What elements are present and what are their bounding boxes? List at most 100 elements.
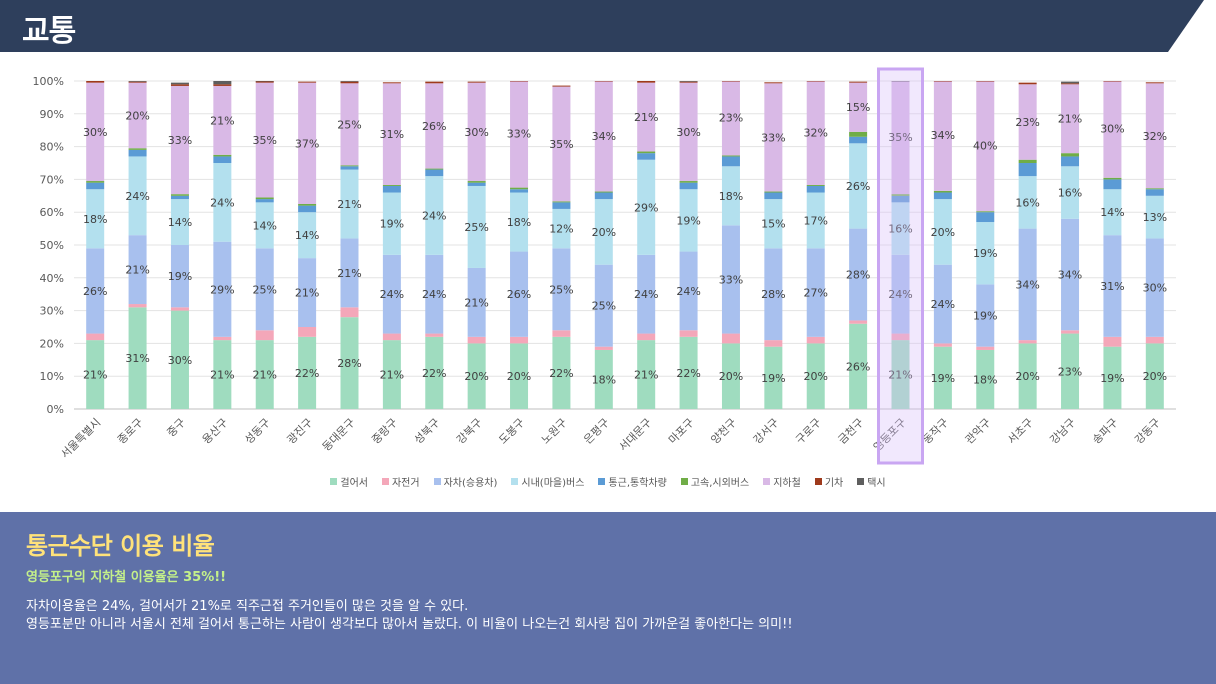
bar-segment (849, 81, 868, 83)
bar-segment (467, 267, 486, 337)
data-label: 14% (295, 229, 319, 242)
bar-segment (1018, 84, 1037, 160)
data-label: 22% (549, 367, 573, 380)
bar-segment (1061, 333, 1080, 409)
bar-segment (764, 192, 783, 200)
bar-segment (425, 336, 444, 409)
bar-segment (298, 212, 317, 259)
data-label: 21% (337, 198, 361, 211)
bar-segment (849, 82, 868, 132)
bar-segment (552, 85, 571, 87)
summary-line-2: 영등포분만 아니라 서울시 전체 걸어서 통근하는 사람이 생각보다 많아서 놀… (26, 617, 793, 632)
bar-segment (679, 182, 698, 190)
data-label: 24% (422, 288, 446, 301)
bar-segment (467, 181, 486, 183)
data-label: 18% (507, 216, 531, 229)
legend-label: 기차 (824, 477, 844, 489)
bar-segment (382, 254, 401, 334)
summary-panel: 통근수단 이용 비율 영등포구의 지하철 이용율은 35%!! 자차이용율은 2… (0, 512, 1216, 684)
bar-segment (425, 169, 444, 177)
data-label: 28% (337, 357, 361, 370)
y-tick-label: 30% (40, 305, 64, 318)
y-tick-label: 60% (40, 206, 64, 219)
bar-segment (933, 81, 952, 191)
bar-segment (298, 204, 317, 206)
data-label: 26% (846, 360, 870, 373)
x-tick-label: 동대문구 (320, 416, 358, 454)
bar-segment (255, 82, 274, 198)
data-label: 33% (761, 131, 785, 144)
bar-segment (594, 81, 613, 82)
bar-segment (891, 195, 910, 203)
bar-segment (1145, 82, 1164, 84)
legend-swatch (763, 477, 771, 485)
bar-segment (721, 81, 740, 82)
bar-segment (510, 81, 529, 82)
data-label: 26% (846, 180, 870, 193)
bar-segment (806, 184, 825, 186)
data-label: 40% (973, 140, 997, 153)
bar-segment (340, 81, 359, 82)
data-label: 21% (1058, 113, 1082, 126)
bar-segment (467, 81, 486, 83)
bar-segment (1018, 159, 1037, 163)
bar-segment (340, 81, 359, 84)
bar-segment (679, 82, 698, 182)
legend-item: 기차 (814, 474, 844, 489)
bar-segment (86, 81, 105, 83)
legend-swatch (381, 477, 389, 485)
bar-segment (1103, 179, 1122, 190)
legend-item: 지하철 (763, 474, 801, 489)
data-label: 21% (337, 267, 361, 280)
bar-segment (382, 185, 401, 193)
bar-segment (637, 340, 656, 409)
bar-segment (86, 248, 105, 334)
bar-segment (933, 190, 952, 193)
bar-segment (1061, 156, 1080, 167)
bar-segment (806, 248, 825, 337)
bar-segment (255, 330, 274, 341)
bar-segment (128, 81, 147, 83)
data-label: 24% (931, 298, 955, 311)
data-label: 16% (1058, 187, 1082, 200)
bar-segment (128, 149, 147, 157)
bar-segment (552, 86, 571, 202)
data-label: 26% (422, 120, 446, 133)
data-label: 24% (676, 285, 700, 298)
bar-segment (721, 343, 740, 409)
bar-segment (976, 81, 995, 212)
data-label: 29% (210, 283, 234, 296)
bar-segment (467, 82, 486, 182)
bar-segment (213, 81, 232, 85)
x-tick-label: 강서구 (751, 416, 782, 447)
bar-segment (764, 346, 783, 409)
x-tick-label: 용산구 (200, 416, 231, 447)
data-label: 30% (1100, 123, 1124, 136)
data-label: 20% (1143, 370, 1167, 383)
bar-segment (128, 148, 147, 150)
bar-segment (86, 189, 105, 249)
bar-segment (679, 251, 698, 331)
bar-segment (594, 199, 613, 265)
bar-segment (637, 254, 656, 334)
data-label: 30% (83, 126, 107, 139)
bar-segment (213, 156, 232, 163)
bar-segment (1061, 166, 1080, 219)
bar-segment (255, 340, 274, 409)
data-label: 21% (125, 264, 149, 277)
bar-segment (340, 169, 359, 239)
bar-segment (721, 81, 740, 156)
data-label: 21% (210, 369, 234, 382)
bar-segment (1145, 189, 1164, 196)
data-label: 19% (168, 270, 192, 283)
x-tick-label: 성북구 (412, 416, 443, 447)
x-tick-label: 노원구 (539, 416, 570, 447)
bar-segment (552, 330, 571, 337)
data-label: 21% (253, 369, 277, 382)
legend-label: 통근,통학차량 (608, 477, 667, 489)
bar-segment (976, 346, 995, 350)
data-label: 35% (253, 134, 277, 147)
data-label: 21% (634, 111, 658, 124)
bar-segment (298, 258, 317, 327)
legend-label: 지하철 (773, 477, 801, 489)
